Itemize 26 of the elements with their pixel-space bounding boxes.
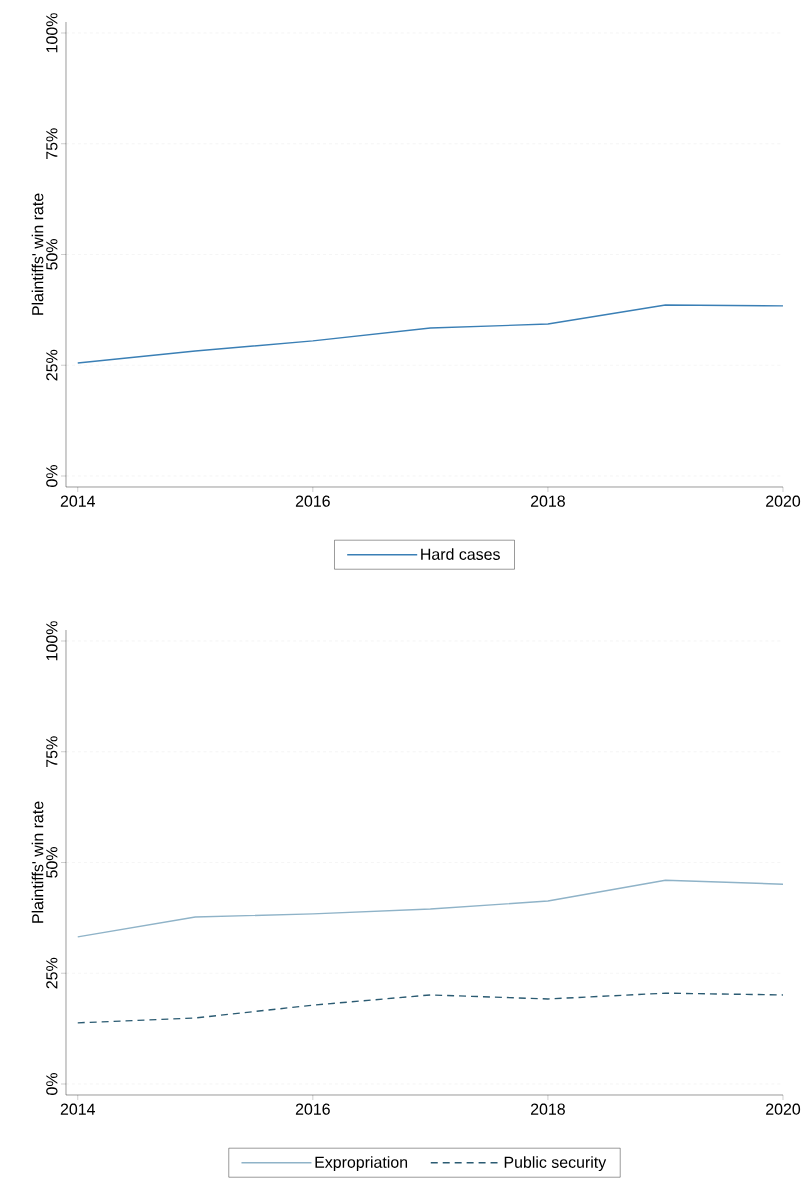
y-tick-label: 25% [46, 349, 58, 381]
x-tick-label: 2020 [766, 495, 801, 507]
y-tick-label: 0% [46, 465, 58, 487]
y-axis-title: Plaintiffs' win rate [31, 801, 44, 923]
y-tick-label: 75% [46, 736, 58, 767]
x-tick-label: 2020 [766, 1103, 801, 1115]
x-tick-label: 2014 [60, 495, 95, 507]
y-tick-label: 50% [46, 847, 58, 878]
x-tick-label: 2014 [60, 1103, 95, 1115]
x-tick-label: 2016 [295, 495, 330, 507]
line-series [77, 879, 783, 938]
y-tick-label: 100% [46, 621, 58, 661]
y-tick-label: 75% [46, 128, 58, 159]
y-tick-label: 0% [46, 1073, 58, 1095]
y-tick-label: 100% [46, 13, 58, 53]
line-series [77, 304, 783, 364]
y-axis-title: Plaintiffs' win rate [31, 193, 44, 315]
x-tick-label: 2016 [295, 1103, 330, 1115]
y-tick-label: 25% [46, 957, 58, 989]
legend-label: Expropriation [315, 1156, 408, 1172]
y-tick-label: 50% [46, 239, 58, 270]
legend-label: Public security [504, 1156, 607, 1172]
x-tick-label: 2018 [530, 1103, 565, 1115]
x-tick-label: 2018 [530, 495, 565, 507]
legend-label: Hard cases [421, 548, 500, 560]
line-series [77, 992, 783, 1024]
